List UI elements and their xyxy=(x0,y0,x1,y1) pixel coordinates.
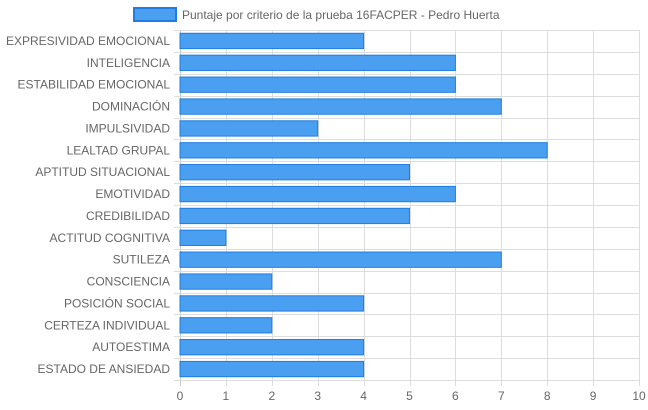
x-tick-label: 9 xyxy=(590,389,597,403)
legend-label[interactable]: Puntaje por criterio de la prueba 16FACP… xyxy=(182,8,500,22)
x-tick-label: 3 xyxy=(314,389,321,403)
y-tick-label: CREDIBILIDAD xyxy=(86,209,170,223)
y-tick-label: EMOTIVIDAD xyxy=(95,187,170,201)
y-tick-label: AUTOESTIMA xyxy=(92,340,170,354)
y-tick-label: IMPULSIVIDAD xyxy=(85,121,170,135)
y-tick-label: DOMINACIÓN xyxy=(92,99,170,114)
y-tick-label: ESTADO DE ANSIEDAD xyxy=(38,362,171,376)
legend-swatch[interactable] xyxy=(133,7,177,22)
y-tick-label: CONSCIENCIA xyxy=(87,275,170,289)
bar[interactable] xyxy=(179,229,227,246)
x-tick-label: 2 xyxy=(268,389,275,403)
bar[interactable] xyxy=(179,360,365,378)
bar[interactable] xyxy=(179,120,319,137)
y-tick-label: LEALTAD GRUPAL xyxy=(67,143,171,157)
y-axis-labels: EXPRESIVIDAD EMOCIONAL INTELIGENCIA ESTABI… xyxy=(6,34,170,376)
bar[interactable] xyxy=(179,295,365,312)
bar[interactable] xyxy=(179,32,365,50)
x-tick-label: 8 xyxy=(544,389,551,403)
y-tick-label: EXPRESIVIDAD EMOCIONAL xyxy=(6,34,170,48)
y-tick-label: ACTITUD COGNITIVA xyxy=(50,231,170,245)
y-tick-label: CERTEZA INDIVIDUAL xyxy=(44,318,170,332)
x-tick-label: 4 xyxy=(360,389,367,403)
bar[interactable] xyxy=(179,185,456,203)
bar[interactable] xyxy=(179,251,502,268)
y-tick-label: ESTABILIDAD EMOCIONAL xyxy=(18,78,171,92)
x-tick-label: 1 xyxy=(223,389,230,403)
bar[interactable] xyxy=(179,98,502,115)
y-tick-label: SUTILEZA xyxy=(113,253,170,267)
bar[interactable] xyxy=(179,54,456,71)
x-axis-labels: 0 1 2 3 4 5 6 7 8 9 10 xyxy=(177,389,646,403)
bar[interactable] xyxy=(179,76,456,93)
x-tick-label: 7 xyxy=(498,389,505,403)
bars-layer xyxy=(179,32,548,378)
y-tick-label: APTITUD SITUACIONAL xyxy=(35,165,170,179)
bar[interactable] xyxy=(179,339,365,356)
x-tick-label: 5 xyxy=(406,389,413,403)
bar[interactable] xyxy=(179,207,410,225)
legend[interactable]: Puntaje por criterio de la prueba 16FACP… xyxy=(133,7,500,22)
x-tick-label: 6 xyxy=(452,389,459,403)
y-tick-label: INTELIGENCIA xyxy=(87,56,170,70)
bar[interactable] xyxy=(179,164,410,181)
y-tick-label: POSICIÓN SOCIAL xyxy=(64,295,170,310)
bar[interactable] xyxy=(179,142,548,159)
bar[interactable] xyxy=(179,317,273,334)
x-tick-label: 0 xyxy=(177,389,184,403)
x-tick-label: 10 xyxy=(632,389,646,403)
bar[interactable] xyxy=(179,273,273,290)
